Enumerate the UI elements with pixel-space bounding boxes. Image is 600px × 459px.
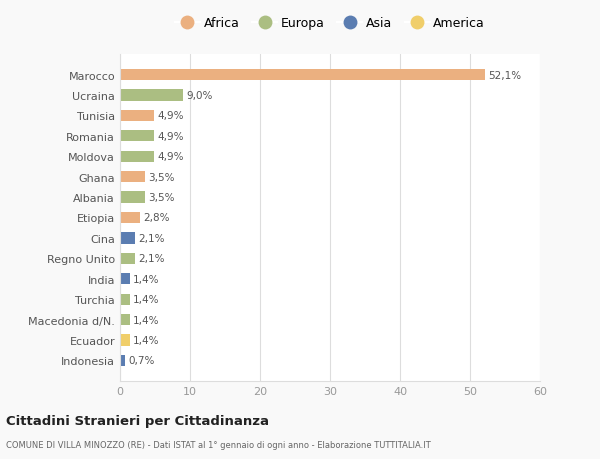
Text: 1,4%: 1,4%	[133, 295, 160, 304]
Text: 9,0%: 9,0%	[187, 91, 213, 101]
Text: Cittadini Stranieri per Cittadinanza: Cittadini Stranieri per Cittadinanza	[6, 414, 269, 428]
Bar	[120, 253, 134, 264]
Text: 1,4%: 1,4%	[133, 335, 160, 345]
Text: 2,1%: 2,1%	[138, 254, 164, 264]
Text: COMUNE DI VILLA MINOZZO (RE) - Dati ISTAT al 1° gennaio di ogni anno - Elaborazi: COMUNE DI VILLA MINOZZO (RE) - Dati ISTA…	[6, 441, 431, 449]
Text: 3,5%: 3,5%	[148, 172, 175, 182]
Bar	[120, 335, 130, 346]
Text: 1,4%: 1,4%	[133, 315, 160, 325]
Text: 52,1%: 52,1%	[488, 71, 521, 80]
Bar	[120, 192, 145, 203]
Legend: Africa, Europa, Asia, America: Africa, Europa, Asia, America	[170, 12, 490, 35]
Bar	[120, 151, 154, 162]
Bar	[120, 70, 485, 81]
Text: 4,9%: 4,9%	[158, 132, 184, 141]
Text: 1,4%: 1,4%	[133, 274, 160, 284]
Text: 2,1%: 2,1%	[138, 233, 164, 243]
Bar	[120, 233, 134, 244]
Bar	[120, 314, 130, 325]
Text: 4,9%: 4,9%	[158, 111, 184, 121]
Bar	[120, 90, 183, 101]
Text: 3,5%: 3,5%	[148, 193, 175, 203]
Bar	[120, 294, 130, 305]
Bar	[120, 274, 130, 285]
Text: 4,9%: 4,9%	[158, 152, 184, 162]
Bar	[120, 213, 140, 224]
Bar	[120, 111, 154, 122]
Bar	[120, 355, 125, 366]
Text: 2,8%: 2,8%	[143, 213, 170, 223]
Text: 0,7%: 0,7%	[128, 356, 155, 365]
Bar	[120, 172, 145, 183]
Bar	[120, 131, 154, 142]
